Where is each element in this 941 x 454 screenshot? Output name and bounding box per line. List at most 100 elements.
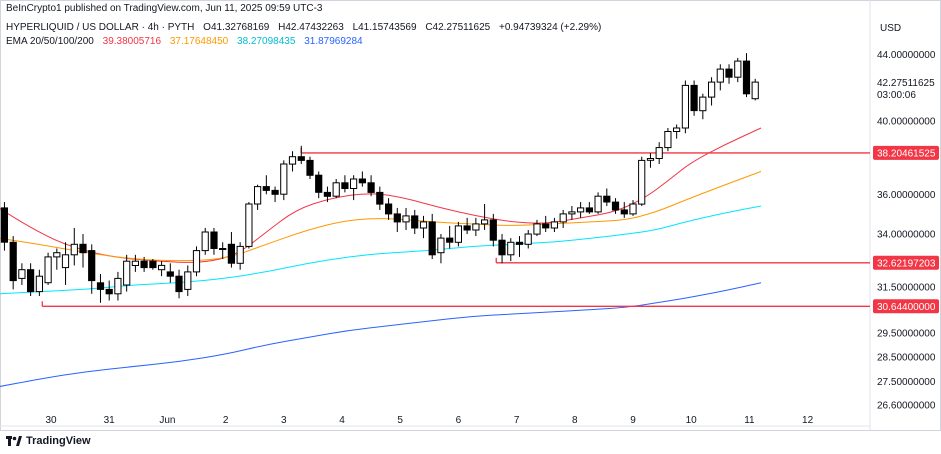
candle[interactable]	[245, 202, 253, 249]
candle[interactable]	[184, 265, 192, 297]
candle[interactable]	[123, 254, 131, 292]
candle[interactable]	[507, 238, 515, 262]
symbol-name[interactable]: HYPERLIQUID / US DOLLAR · 4h · PYTH	[6, 22, 195, 33]
candle[interactable]	[350, 175, 358, 201]
candle[interactable]	[533, 219, 541, 237]
candle[interactable]	[638, 156, 646, 206]
candle[interactable]	[629, 200, 637, 216]
candle[interactable]	[690, 80, 698, 116]
candle[interactable]	[673, 124, 681, 139]
candle[interactable]	[175, 269, 183, 299]
candle[interactable]	[594, 192, 602, 214]
tradingview-logo[interactable]: TradingView	[6, 435, 91, 447]
candle[interactable]	[9, 236, 17, 290]
candle[interactable]	[419, 215, 428, 239]
candle[interactable]	[35, 269, 43, 297]
ema-line-3[interactable]	[0, 205, 762, 295]
candle[interactable]	[742, 53, 751, 98]
candle-body	[385, 203, 393, 215]
candle[interactable]	[646, 153, 655, 168]
candle[interactable]	[114, 271, 122, 301]
candle[interactable]	[603, 188, 611, 206]
candle[interactable]	[254, 184, 262, 210]
candle[interactable]	[219, 242, 227, 260]
candle[interactable]	[515, 236, 524, 257]
candle[interactable]	[446, 225, 454, 249]
candle-body	[358, 178, 366, 184]
candle[interactable]	[611, 198, 620, 214]
candle[interactable]	[472, 217, 480, 237]
candle[interactable]	[149, 259, 157, 270]
candle-body	[664, 131, 672, 149]
candle[interactable]	[44, 252, 52, 285]
candle[interactable]	[271, 186, 279, 203]
candle[interactable]	[620, 202, 628, 218]
candle[interactable]	[166, 263, 174, 283]
candle[interactable]	[70, 227, 78, 266]
candle[interactable]	[463, 217, 471, 235]
candle[interactable]	[559, 209, 567, 228]
candle[interactable]	[192, 246, 201, 277]
candle[interactable]	[498, 234, 506, 264]
candle[interactable]	[61, 242, 70, 285]
candle[interactable]	[262, 175, 270, 195]
ema-indicator-label[interactable]: EMA 20/50/100/200	[6, 36, 94, 47]
candle[interactable]	[577, 202, 585, 218]
candle[interactable]	[454, 221, 462, 247]
candle[interactable]	[734, 57, 742, 83]
candle[interactable]	[393, 207, 401, 233]
candle[interactable]	[385, 198, 393, 220]
candle[interactable]	[524, 229, 532, 249]
candle[interactable]	[681, 80, 689, 134]
candle[interactable]	[280, 160, 288, 201]
candle[interactable]	[105, 280, 113, 301]
candle[interactable]	[655, 142, 663, 165]
candle[interactable]	[341, 175, 349, 193]
x-tick-label: 7	[514, 415, 520, 426]
candle[interactable]	[323, 186, 331, 203]
candle[interactable]	[437, 234, 445, 264]
candle[interactable]	[53, 248, 61, 270]
candle[interactable]	[402, 207, 410, 230]
ema-line-2[interactable]	[0, 171, 762, 262]
candle[interactable]	[481, 204, 489, 230]
candle[interactable]	[550, 217, 558, 233]
candle[interactable]	[236, 242, 244, 270]
candle[interactable]	[88, 244, 96, 294]
candle[interactable]	[489, 213, 497, 247]
candle[interactable]	[158, 261, 166, 277]
candle[interactable]	[79, 234, 87, 268]
level-price-label: 38.20461525	[877, 148, 936, 159]
candle[interactable]	[227, 232, 236, 268]
candle[interactable]	[725, 64, 733, 84]
candle[interactable]	[664, 127, 672, 152]
candle[interactable]	[332, 179, 340, 199]
candle[interactable]	[708, 77, 716, 106]
candle[interactable]	[140, 256, 148, 272]
candle[interactable]	[96, 274, 105, 303]
candle[interactable]	[568, 205, 576, 220]
candle[interactable]	[27, 263, 35, 297]
candle[interactable]	[315, 171, 323, 199]
candle[interactable]	[585, 202, 593, 214]
candle[interactable]	[288, 151, 297, 172]
candle[interactable]	[0, 202, 8, 251]
candle[interactable]	[367, 175, 375, 197]
candle[interactable]	[376, 186, 384, 210]
candle[interactable]	[411, 209, 419, 235]
candle[interactable]	[297, 145, 305, 165]
candle[interactable]	[131, 254, 140, 272]
candle[interactable]	[716, 64, 724, 91]
candle[interactable]	[358, 171, 366, 187]
candle[interactable]	[428, 213, 436, 260]
candle[interactable]	[699, 93, 707, 120]
candle[interactable]	[542, 215, 550, 233]
ema-line-4[interactable]	[0, 282, 762, 387]
candle-body	[489, 219, 497, 241]
candle[interactable]	[306, 156, 314, 180]
candle[interactable]	[751, 78, 759, 101]
candle[interactable]	[210, 227, 218, 255]
candle[interactable]	[18, 263, 26, 285]
candle[interactable]	[201, 227, 209, 255]
